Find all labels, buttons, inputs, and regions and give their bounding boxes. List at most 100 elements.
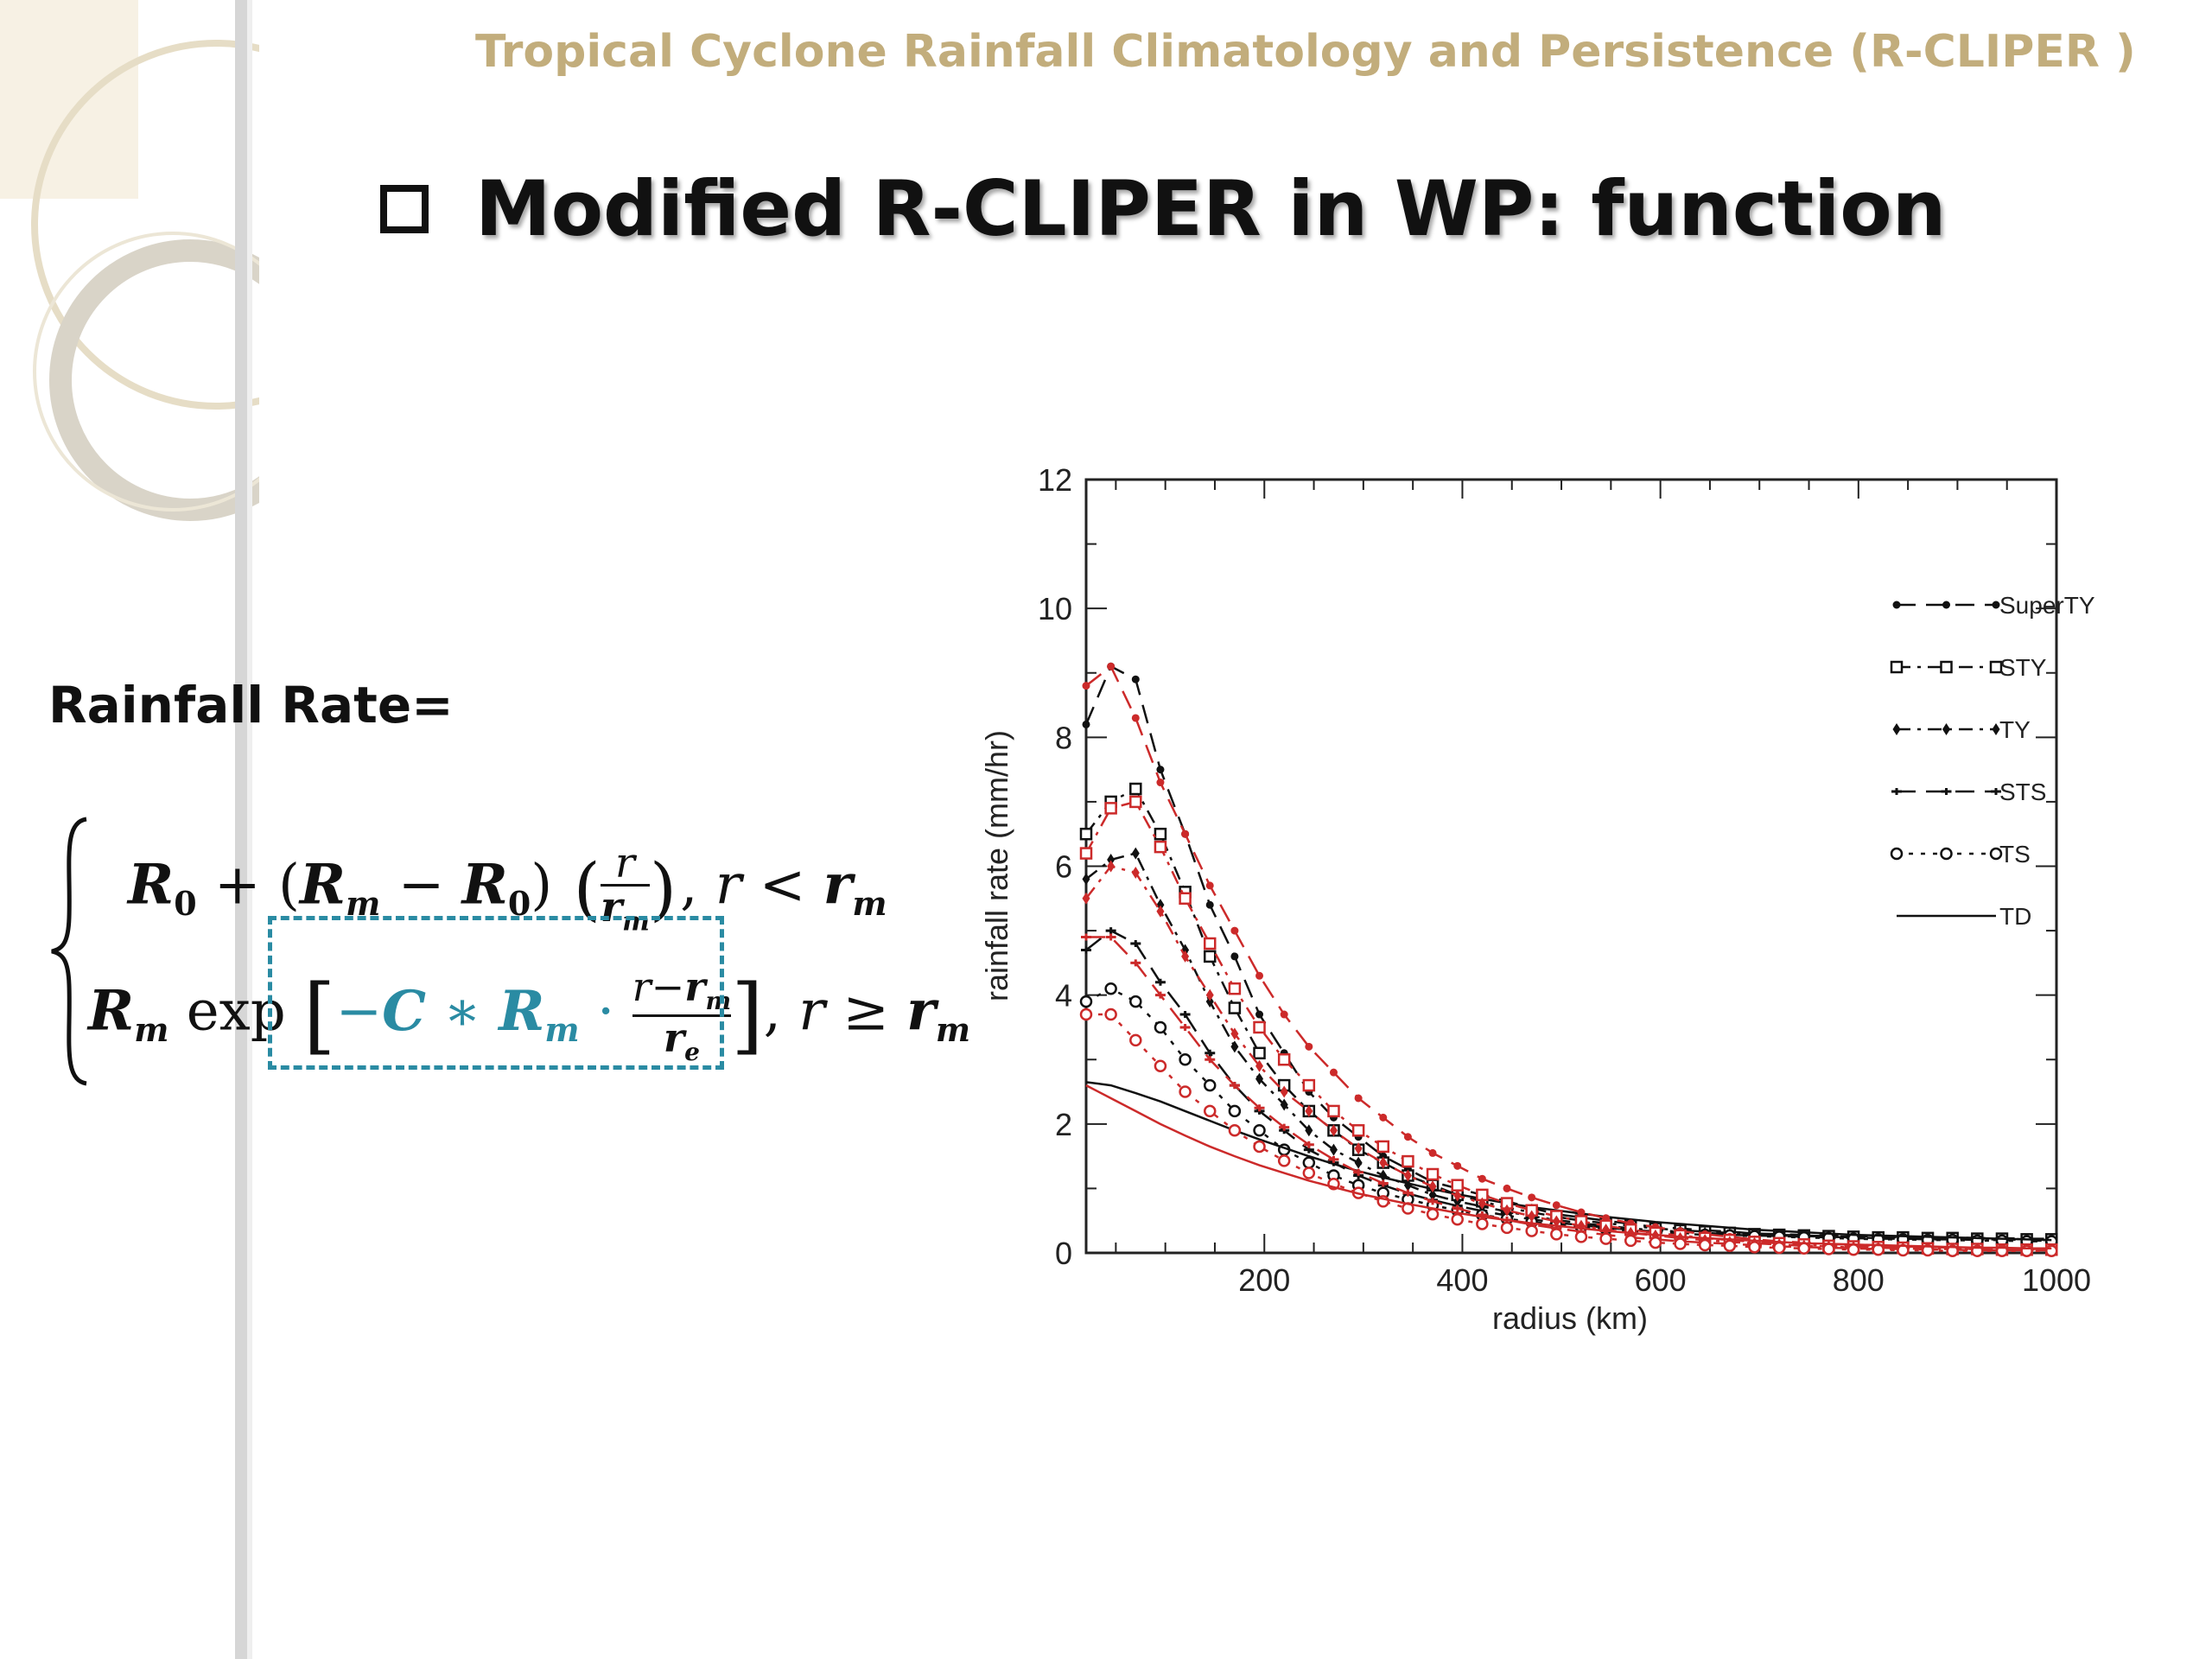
data-point <box>1079 995 1093 1008</box>
data-point <box>1329 1068 1338 1077</box>
data-point <box>1179 1023 1191 1031</box>
data-point <box>1476 1217 1489 1230</box>
data-point <box>1255 971 1264 980</box>
data-point <box>1674 1237 1687 1250</box>
data-point <box>1305 1104 1313 1117</box>
data-point <box>1478 1174 1486 1183</box>
data-point <box>1205 1056 1216 1064</box>
rainfall-rate-chart: 200 400 600 800 1000 0 2 4 6 8 10 12 SuperTY STY TY ST… <box>979 462 2095 1336</box>
slide-title-text: Modified R-CLIPER in WP: function <box>475 164 1947 253</box>
data-point <box>1428 1188 1437 1201</box>
y-tick-label: 12 <box>1038 462 1072 498</box>
data-point <box>1154 1059 1167 1072</box>
data-point <box>1081 946 1091 954</box>
data-point <box>1129 1033 1142 1047</box>
data-point <box>1452 1205 1463 1212</box>
data-point <box>1279 1123 1290 1131</box>
legend-marker <box>1991 788 2001 795</box>
legend-marker <box>1942 723 1950 735</box>
data-point <box>1205 881 1214 890</box>
data-point <box>1104 802 1117 815</box>
data-point <box>1081 933 1091 941</box>
data-point <box>1525 1224 1538 1237</box>
data-point <box>1203 950 1217 963</box>
data-point <box>1230 952 1239 961</box>
legend-item: TS <box>1890 841 2031 868</box>
data-point <box>1329 1124 1338 1137</box>
data-point <box>1847 1243 1860 1256</box>
data-point <box>1427 1198 1439 1205</box>
data-point <box>1302 1156 1316 1169</box>
rainfall-rate-label: Rainfall Rate= <box>48 676 454 734</box>
data-point <box>1179 1011 1191 1019</box>
data-point <box>1230 926 1239 935</box>
data-point <box>1107 854 1116 867</box>
series-2 <box>1082 847 2056 1247</box>
series-6 <box>1082 662 2056 1254</box>
data-point <box>1403 1133 1412 1141</box>
series-11 <box>1085 1084 2052 1250</box>
data-point <box>1082 873 1090 886</box>
series-line <box>1085 865 2052 1252</box>
series-line <box>1085 987 2052 1243</box>
x-tick-label: 200 <box>1238 1262 1290 1298</box>
data-point <box>1104 1007 1117 1021</box>
data-point <box>1302 1078 1316 1092</box>
data-point <box>1528 1193 1536 1202</box>
data-point <box>1748 1241 1761 1254</box>
data-point <box>1426 1167 1440 1181</box>
left-brace-icon <box>51 817 87 1086</box>
x-tick-label: 1000 <box>2022 1262 2091 1298</box>
data-point <box>1280 1098 1288 1111</box>
data-point <box>1377 1179 1389 1187</box>
legend-item: SuperTY <box>1892 592 2095 619</box>
series-line <box>1085 1084 2052 1250</box>
legend-marker <box>1940 660 1953 674</box>
data-point <box>1105 927 1116 935</box>
data-point <box>1156 779 1165 787</box>
data-point <box>1649 1236 1662 1249</box>
series-line <box>1086 1013 2052 1253</box>
data-point <box>1129 795 1142 809</box>
data-point <box>1154 978 1166 986</box>
x-tick-label: 600 <box>1635 1262 1687 1298</box>
legend-item: TY <box>1892 716 2031 743</box>
data-point <box>1453 1189 1462 1202</box>
data-point <box>1253 1020 1266 1034</box>
series-line <box>1084 664 2052 1240</box>
data-point <box>1723 1239 1737 1253</box>
legend-marker <box>1892 601 1901 609</box>
data-point <box>1228 1001 1242 1014</box>
data-point <box>1303 1141 1314 1148</box>
data-point <box>1079 827 1093 841</box>
data-point <box>1379 1169 1388 1182</box>
legend-marker <box>1992 723 2000 735</box>
data-point <box>1379 1156 1388 1169</box>
data-point <box>1503 1204 1511 1217</box>
data-point <box>1131 714 1140 722</box>
data-point <box>1205 995 1214 1008</box>
formula-case-2: Rm exp [−C ∗ Rm · r−rm re ], r ≥ rm <box>88 963 971 1066</box>
data-point <box>1599 1232 1612 1245</box>
data-point <box>1376 1140 1390 1154</box>
series-line <box>1085 1081 2052 1242</box>
legend-marker <box>1989 660 2003 674</box>
data-point <box>1107 662 1116 671</box>
data-point <box>1280 1085 1288 1098</box>
legend-marker <box>1989 847 2003 861</box>
data-point <box>1305 1124 1313 1137</box>
data-point <box>1105 933 1116 941</box>
data-point <box>1354 1142 1363 1155</box>
data-point <box>1230 1040 1239 1053</box>
y-tick-label: 10 <box>1038 591 1072 626</box>
data-point <box>1154 840 1167 854</box>
data-point <box>1552 1215 1560 1228</box>
data-point <box>1354 1156 1363 1169</box>
data-point <box>1229 1082 1240 1090</box>
checkbox-bullet-icon <box>380 184 429 233</box>
data-point <box>1228 982 1242 995</box>
legend-marker <box>1940 847 1953 861</box>
data-point <box>1328 1155 1339 1163</box>
data-point <box>1179 892 1192 906</box>
series-7 <box>1079 795 2058 1256</box>
